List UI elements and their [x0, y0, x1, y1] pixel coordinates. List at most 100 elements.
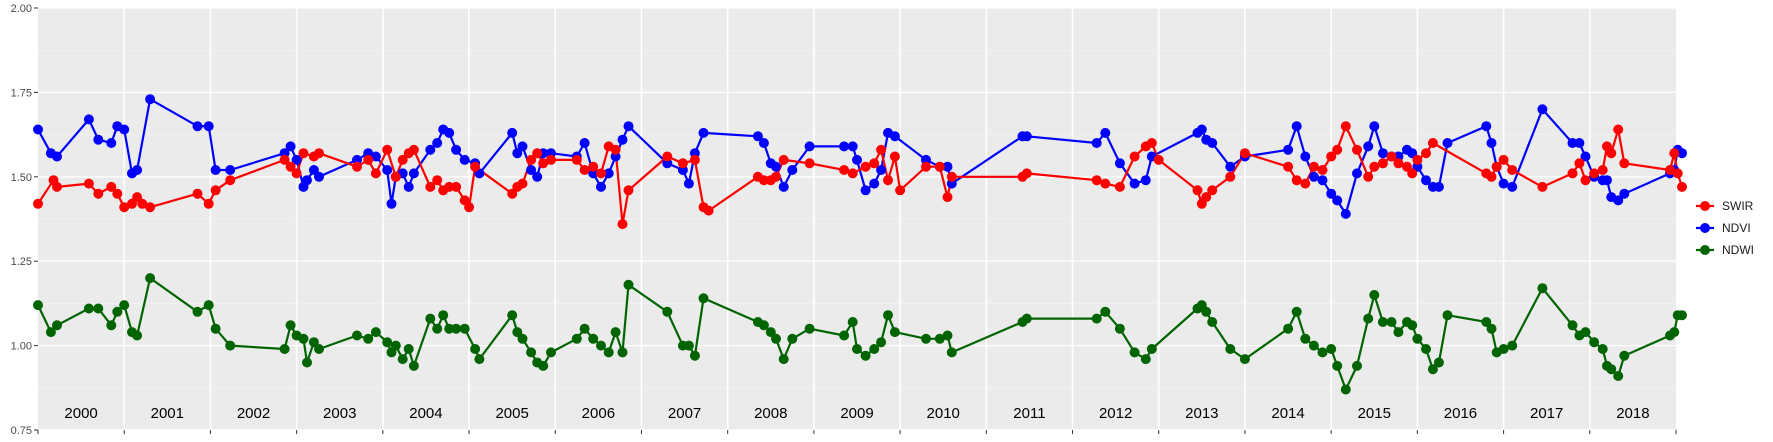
data-point-swir: [1308, 161, 1319, 172]
data-point-swir: [1300, 178, 1311, 189]
data-point-ndvi: [1619, 188, 1630, 199]
data-point-swir: [314, 148, 324, 159]
data-point-ndwi: [1606, 364, 1617, 375]
data-point-ndwi: [451, 323, 462, 334]
data-point-swir: [934, 161, 945, 172]
data-point-ndvi: [876, 165, 887, 175]
data-point-swir: [588, 161, 599, 172]
data-point-ndvi: [1225, 161, 1236, 172]
data-point-ndwi: [1442, 310, 1453, 321]
data-point-ndwi: [1340, 384, 1351, 395]
data-point-ndvi: [1300, 151, 1311, 162]
data-point-ndvi: [839, 141, 850, 152]
data-point-ndwi: [860, 350, 871, 361]
y-axis: 0.75 1.00 1.25 1.50 1.75 2.00: [11, 3, 38, 437]
data-point-swir: [876, 144, 887, 155]
legend: SWIR NDVI NDWI: [1696, 199, 1754, 257]
data-point-ndvi: [1580, 151, 1591, 162]
year-label: 2009: [840, 405, 873, 422]
year-label: 2011: [1013, 405, 1045, 422]
year-label: 2004: [409, 405, 442, 422]
data-point-ndvi: [1196, 124, 1207, 135]
data-point-swir: [1606, 148, 1617, 159]
data-point-swir: [596, 168, 606, 179]
data-point-swir: [1669, 148, 1680, 159]
data-point-swir: [291, 168, 302, 179]
data-point-swir: [546, 154, 556, 165]
data-point-ndwi: [623, 279, 634, 290]
data-point-ndvi: [532, 171, 543, 182]
data-point-swir: [1129, 151, 1140, 162]
data-point-swir: [1574, 158, 1585, 169]
data-point-swir: [677, 158, 688, 169]
data-point-swir: [1091, 175, 1102, 186]
data-point-swir: [617, 219, 628, 230]
data-point-swir: [1352, 144, 1362, 155]
data-point-ndwi: [112, 306, 123, 317]
data-point-ndvi: [203, 121, 214, 132]
y-tick-label: 1.00: [11, 341, 32, 353]
data-point-ndvi: [192, 121, 203, 132]
data-point-ndvi: [512, 148, 523, 159]
data-point-ndwi: [403, 344, 414, 354]
major-gridlines: [38, 7, 1676, 431]
data-point-ndvi: [1332, 195, 1343, 206]
data-point-ndwi: [210, 323, 221, 334]
data-point-ndwi: [1352, 360, 1362, 371]
data-point-ndwi: [1407, 320, 1418, 331]
data-point-swir: [382, 144, 393, 155]
data-point-ndwi: [192, 306, 203, 317]
data-point-ndvi: [225, 165, 236, 175]
data-point-swir: [192, 188, 203, 199]
data-point-swir: [895, 185, 906, 196]
data-point-swir: [662, 151, 673, 162]
year-label: 2003: [323, 405, 356, 422]
data-point-swir: [860, 161, 871, 172]
data-point-ndvi: [93, 134, 104, 145]
data-point-swir: [689, 154, 700, 165]
data-point-ndwi: [1021, 313, 1032, 324]
data-point-ndvi: [1021, 131, 1032, 142]
data-point-ndwi: [1427, 364, 1438, 375]
data-point-ndwi: [1421, 344, 1431, 354]
data-point-swir: [1427, 138, 1438, 148]
data-point-ndwi: [314, 344, 324, 354]
data-point-swir: [1567, 168, 1578, 179]
data-point-ndvi: [507, 127, 518, 138]
data-point-swir: [1486, 171, 1497, 182]
data-point-ndvi: [83, 114, 94, 125]
year-label: 2018: [1616, 405, 1649, 422]
data-point-ndwi: [93, 303, 104, 314]
data-point-ndvi: [1207, 138, 1218, 148]
data-point-swir: [804, 158, 815, 169]
data-point-swir: [408, 144, 419, 155]
data-point-ndwi: [1597, 344, 1608, 354]
data-point-swir: [1386, 151, 1397, 162]
data-point-ndvi: [1613, 195, 1624, 206]
data-point-ndvi: [408, 168, 419, 179]
data-point-ndvi: [517, 141, 528, 152]
data-point-swir: [1613, 124, 1624, 135]
data-point-ndvi: [425, 144, 436, 155]
year-label: 2001: [151, 405, 184, 422]
data-point-ndwi: [758, 320, 769, 331]
data-point-ndwi: [1225, 344, 1236, 354]
data-point-swir: [1201, 192, 1212, 203]
data-point-swir: [119, 202, 130, 213]
year-label: 2015: [1358, 405, 1391, 422]
data-point-swir: [579, 165, 590, 175]
data-point-ndvi: [444, 127, 455, 138]
data-point-swir: [1597, 165, 1608, 175]
data-point-swir: [610, 144, 621, 155]
data-point-swir: [1283, 161, 1294, 172]
data-point-swir: [1677, 181, 1687, 192]
data-point-ndwi: [876, 337, 887, 348]
data-point-swir: [1332, 144, 1343, 155]
data-point-ndwi: [921, 333, 931, 344]
data-point-ndvi: [132, 165, 143, 175]
data-point-ndwi: [889, 327, 900, 338]
data-point-ndvi: [210, 165, 221, 175]
data-point-swir: [1207, 185, 1218, 196]
data-point-ndwi: [1146, 344, 1157, 354]
data-point-ndwi: [382, 337, 393, 348]
